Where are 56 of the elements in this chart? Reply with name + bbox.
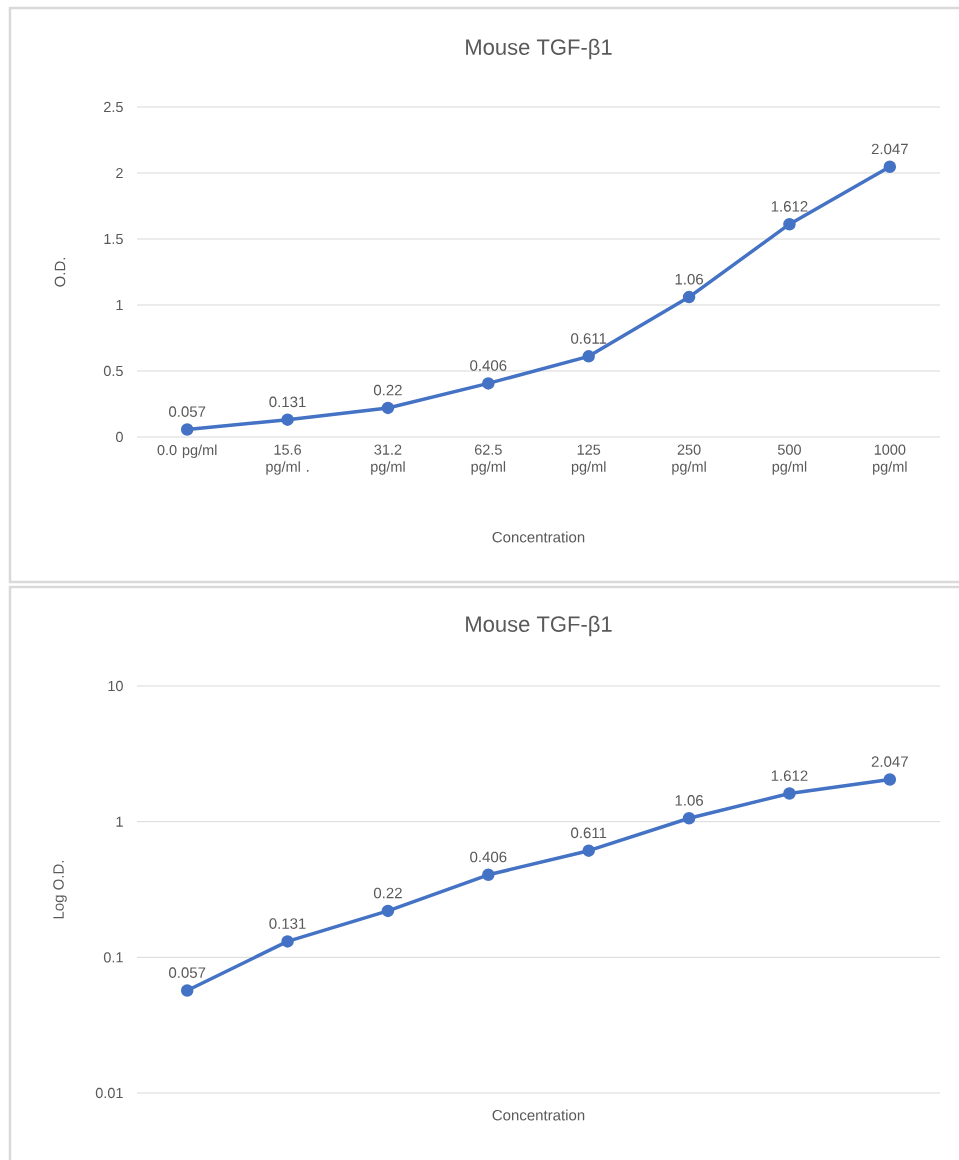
data-label: 0.22	[373, 887, 402, 899]
chart-title: Mouse TGF-β1	[466, 615, 612, 637]
data-label: 0.131	[269, 918, 306, 929]
data-label: 0.057	[169, 406, 206, 417]
y-tick-label: 0.1	[103, 952, 123, 963]
data-label: 1.06	[675, 795, 704, 806]
data-label: 1.06	[675, 273, 704, 285]
point	[281, 935, 294, 948]
x-tick-label: 0.0 pg/ml	[157, 444, 217, 459]
point	[381, 401, 395, 415]
y-tick-label: 0.5	[103, 365, 123, 377]
y-tick-label: 10	[108, 680, 123, 692]
x-tick-label: 1000 pg/ml	[873, 444, 907, 475]
data-label: 1.612	[771, 201, 808, 212]
x-tick-label: 31.2 pg/ml	[371, 444, 405, 475]
x-tick-label: 125 pg/ml	[571, 444, 606, 475]
point	[783, 217, 796, 231]
y-tick-label: 0.01	[95, 1087, 123, 1099]
x-tick-label: 62.5 pg/ml	[471, 444, 506, 475]
y-tick-label: 1.5	[104, 233, 123, 245]
point	[180, 423, 194, 436]
x-tick-label: 15.6 pg/ml .	[266, 444, 309, 475]
y-tick-label: 2	[116, 167, 123, 179]
data-label: 0.131	[269, 396, 306, 408]
point	[682, 290, 696, 304]
data-label: 0.611	[571, 333, 607, 344]
data-label: 0.406	[470, 851, 507, 863]
x-axis-title: Concentration	[492, 531, 585, 543]
data-label: 2.047	[871, 143, 908, 155]
data-label: 0.057	[169, 967, 206, 978]
x-tick-label: 500 pg/ml	[772, 444, 807, 475]
point	[582, 350, 595, 363]
y-tick-label: 0	[115, 431, 123, 443]
point	[180, 984, 194, 997]
point	[883, 160, 897, 174]
point	[381, 904, 395, 918]
point	[482, 868, 495, 882]
data-label: 1.612	[771, 770, 808, 782]
point	[883, 773, 897, 786]
y-axis-title: Log O.D.	[53, 860, 67, 919]
data-label: 0.22	[373, 384, 402, 396]
y-tick-label: 2.5	[104, 101, 123, 113]
data-label: 0.406	[470, 360, 507, 371]
point	[682, 811, 696, 825]
y-tick-label: 1	[116, 816, 123, 827]
point	[783, 787, 796, 800]
chart-title: Mouse TGF-β1	[466, 38, 612, 60]
data-label: 2.047	[871, 756, 908, 767]
point	[482, 377, 495, 390]
data-label: 0.611	[571, 827, 607, 839]
y-axis-title: O.D.	[54, 257, 66, 287]
point	[281, 413, 294, 426]
x-tick-label: 250 pg/ml	[672, 444, 706, 475]
point	[582, 844, 595, 857]
x-axis-title: Concentration	[492, 1109, 585, 1121]
y-tick-label: 1	[116, 300, 123, 310]
